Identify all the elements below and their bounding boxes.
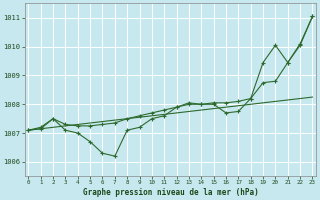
- X-axis label: Graphe pression niveau de la mer (hPa): Graphe pression niveau de la mer (hPa): [83, 188, 258, 197]
